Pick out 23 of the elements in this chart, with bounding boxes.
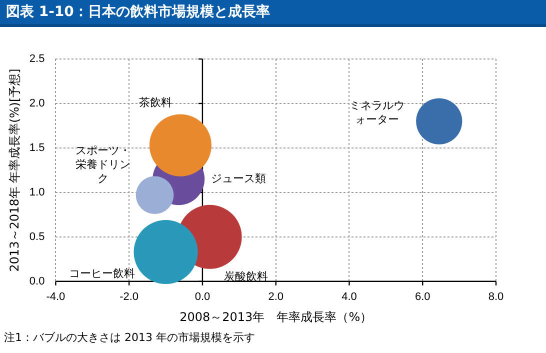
x-tick-label: -2.0 [120, 291, 139, 304]
series-label: 茶飲料 [138, 96, 172, 110]
x-tick-label: 8.0 [488, 291, 504, 304]
series-label: 炭酸飲料 [224, 270, 268, 283]
x-tick-label: -4.0 [46, 291, 66, 304]
text: 注1：バブルの大きさは 2013 年の市場規模を示す [3, 330, 256, 345]
y-tick-label: 0.0 [29, 275, 45, 288]
x-tick-label: 4.0 [342, 291, 357, 304]
chart-title: 図表 1-10：日本の飲料市場規模と成長率 [0, 0, 546, 27]
y-tick-label: 1.5 [29, 142, 45, 154]
y-axis-title: 2013～2018年 年率成長率(%)[予想] [7, 68, 22, 272]
x-tick-label: 6.0 [414, 291, 430, 304]
y-tick-label: 0.5 [29, 230, 45, 243]
series-label: コーヒー飲料 [68, 266, 135, 280]
series-label: ジュース類 [211, 172, 266, 185]
x-axis-title: 2008～2013年 年率成長率（%） [180, 310, 372, 324]
series-label: ミネラルウォーター [350, 99, 405, 126]
x-tick-label: 2.0 [268, 291, 284, 304]
x-tick-label: 0.0 [194, 291, 210, 304]
y-tick-label: 2.5 [29, 53, 45, 66]
y-tick-label: 1.0 [29, 186, 45, 198]
y-tick-label: 2.0 [29, 98, 45, 110]
series-label: スポーツ・栄養ドリンク [75, 144, 130, 185]
